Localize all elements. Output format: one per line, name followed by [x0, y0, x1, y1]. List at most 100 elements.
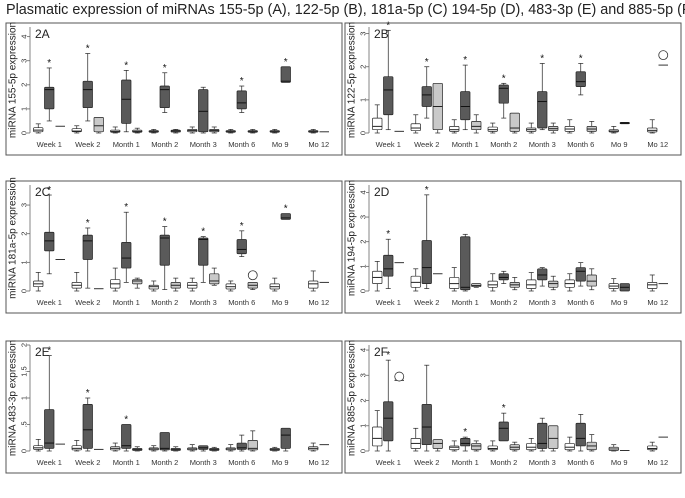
box-light: [471, 121, 482, 131]
box-white: [308, 280, 319, 289]
box-dark: [537, 422, 548, 449]
x-tick-label: Month 2: [490, 140, 517, 149]
x-tick-label: Month 1: [113, 140, 140, 149]
panel-frame: [5, 340, 343, 474]
x-tick-label: Mo 9: [272, 298, 289, 307]
box-dark: [236, 90, 247, 110]
significance-star: *: [86, 388, 90, 399]
box-dark: [537, 91, 548, 129]
y-tick-label: 1: [20, 107, 29, 111]
box-dark: [82, 404, 93, 449]
x-tick-label: Month 6: [567, 140, 594, 149]
box-light: [586, 274, 597, 287]
box-light: [93, 116, 104, 133]
x-tick-label: Month 6: [228, 458, 255, 467]
box-dark: [575, 422, 586, 447]
y-tick-label: 3: [359, 373, 368, 377]
y-tick-label: 2: [20, 232, 29, 236]
significance-star: *: [47, 185, 51, 196]
y-axis-title: miRNA 155-5p expression: [8, 22, 19, 138]
x-tick-label: Month 2: [151, 140, 178, 149]
panel-label: 2A: [35, 27, 50, 41]
outlier-marker: [658, 50, 669, 61]
y-tick-label: 1: [359, 424, 368, 428]
significance-star: *: [124, 60, 128, 71]
x-tick-label: Month 3: [529, 140, 556, 149]
box-dark: [198, 237, 209, 266]
box-light: [209, 273, 220, 285]
y-tick-label: 0: [359, 131, 368, 135]
box-dark: [421, 86, 432, 107]
y-tick-label: 3: [359, 32, 368, 36]
box-white: [449, 126, 460, 132]
y-tick-label: 1: [20, 396, 29, 400]
box-dark: [383, 254, 394, 277]
box-white: [526, 279, 537, 289]
significance-star: *: [284, 204, 288, 215]
significance-star: *: [86, 218, 90, 229]
significance-star: *: [425, 57, 429, 68]
y-axis-title: miRNA 181a-5p expression: [8, 177, 19, 299]
significance-star: *: [502, 73, 506, 84]
panel-label: 2E: [35, 345, 50, 359]
y-tick-label: 3: [20, 203, 29, 207]
panel-label: 2D: [374, 185, 390, 199]
significance-star: *: [502, 403, 506, 414]
y-tick-label: 3: [20, 59, 29, 63]
y-axis-title: miRNA 885-5p expression: [347, 340, 358, 456]
box-dark: [121, 424, 132, 449]
significance-star: *: [386, 229, 390, 240]
x-tick-label: Week 1: [37, 458, 62, 467]
box-dark: [82, 80, 93, 109]
panel-label: 2B: [374, 27, 389, 41]
significance-star: *: [163, 63, 167, 74]
x-tick-label: Mo 12: [308, 298, 329, 307]
y-tick-label: 1: [20, 260, 29, 264]
x-tick-label: Week 2: [414, 298, 439, 307]
box-dark: [460, 236, 471, 291]
box-dark: [236, 442, 247, 450]
x-tick-label: Month 2: [151, 458, 178, 467]
box-light: [509, 112, 520, 132]
box-light: [432, 439, 443, 449]
y-tick-label: 2: [20, 83, 29, 87]
significance-star: *: [124, 202, 128, 213]
box-dark: [460, 438, 471, 447]
y-axis-title: miRNA 483-3p expression: [8, 340, 19, 456]
box-white: [410, 275, 421, 288]
x-tick-label: Mo 9: [272, 458, 289, 467]
x-tick-label: Mo 9: [272, 140, 289, 149]
significance-star: *: [463, 427, 467, 438]
y-tick-label: 2: [20, 343, 29, 347]
box-light: [548, 280, 559, 288]
x-tick-label: Month 1: [113, 458, 140, 467]
box-white: [449, 445, 460, 451]
y-axis-title: miRNA 122-5p expression: [347, 22, 358, 138]
y-tick-label: 4: [20, 35, 29, 39]
x-tick-label: Week 1: [376, 298, 401, 307]
x-tick-label: Month 3: [529, 458, 556, 467]
box-dark: [159, 432, 170, 451]
box-dark: [421, 240, 432, 284]
x-tick-label: Month 2: [490, 458, 517, 467]
y-tick-label: 1: [359, 264, 368, 268]
x-tick-label: Month 1: [452, 298, 479, 307]
x-tick-label: Month 3: [529, 298, 556, 307]
box-white: [372, 117, 383, 131]
box-dark: [121, 79, 132, 124]
x-tick-label: Mo 9: [611, 458, 628, 467]
panel-frame: [344, 340, 682, 474]
x-tick-label: Mo 12: [308, 140, 329, 149]
x-tick-label: Month 3: [190, 140, 217, 149]
y-axis-title: miRNA 194-5p expression: [347, 180, 358, 296]
y-tick-label: 0: [20, 289, 29, 293]
box-dark: [383, 401, 394, 442]
box-white: [526, 443, 537, 451]
box-dark: [280, 66, 291, 83]
panel-frame: [344, 22, 682, 156]
panel-frame: [344, 180, 682, 314]
box-white: [410, 123, 421, 132]
x-tick-label: Mo 12: [647, 458, 668, 467]
